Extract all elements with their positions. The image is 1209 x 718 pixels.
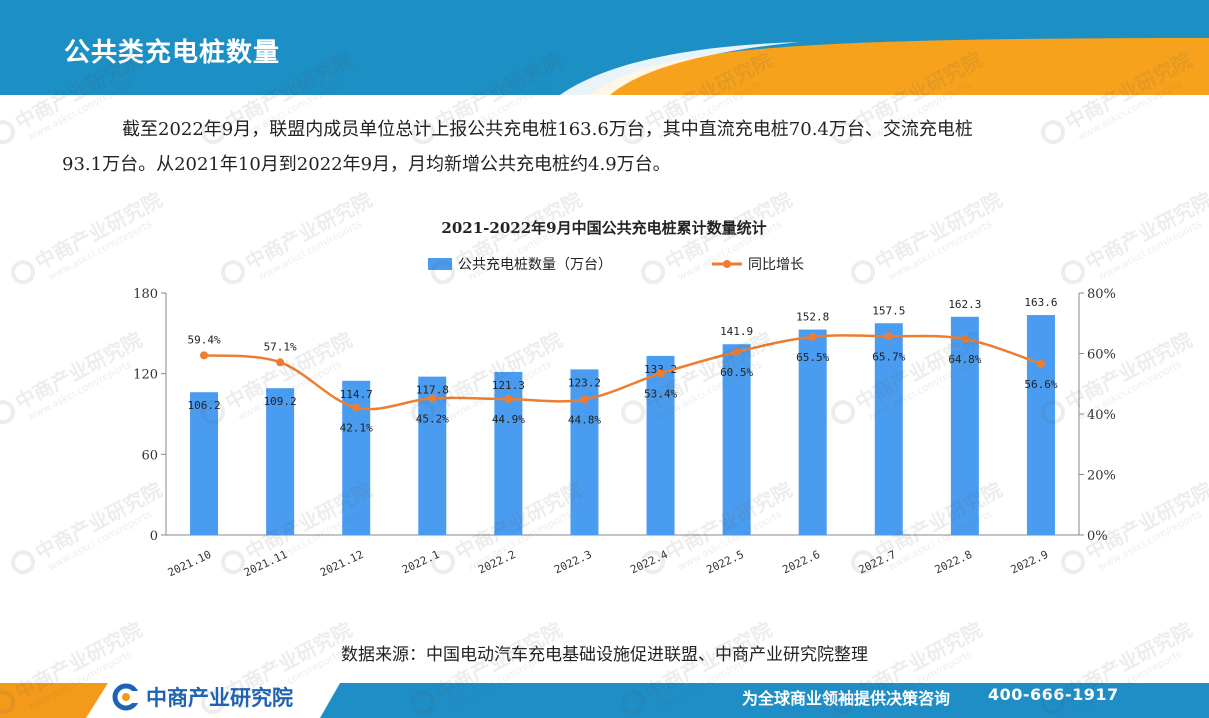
growth-value-label: 44.8% [568, 413, 601, 426]
x-tick-label: 2022.8 [933, 548, 975, 577]
footer-phone: 400-666-1917 [988, 685, 1119, 704]
logo-icon [112, 683, 142, 711]
bar [418, 376, 447, 535]
y-left-tick-label: 0 [150, 529, 158, 544]
page-title: 公共类充电桩数量 [64, 38, 281, 68]
growth-value-label: 59.4% [187, 333, 220, 346]
growth-point [656, 369, 665, 378]
bar [798, 329, 827, 535]
bar-value-label: 123.2 [568, 376, 601, 389]
growth-point [504, 395, 513, 404]
x-tick-label: 2022.3 [552, 548, 594, 577]
bar [646, 355, 675, 535]
y-right-tick-label: 40% [1087, 408, 1116, 423]
x-tick-label: 2022.4 [628, 548, 670, 577]
growth-value-label: 42.1% [340, 422, 373, 435]
growth-point [352, 403, 361, 412]
growth-point [580, 395, 589, 404]
bar-value-label: 109.2 [264, 395, 297, 408]
y-right-tick-label: 60% [1087, 348, 1116, 363]
growth-value-label: 57.1% [264, 340, 297, 353]
growth-value-label: 64.8% [948, 353, 981, 366]
watermark-logo-icon [0, 120, 16, 145]
bar [950, 316, 979, 535]
intro-paragraph: 截至2022年9月，联盟内成员单位总计上报公共充电桩163.6万台，其中直流充电… [62, 112, 1152, 182]
y-right-tick-label: 0% [1087, 529, 1108, 544]
data-source: 数据来源：中国电动汽车充电基础设施促进联盟、中商产业研究院整理 [341, 645, 868, 665]
x-tick-label: 2021.12 [318, 548, 366, 579]
bar-value-label: 117.8 [416, 384, 449, 397]
footer-background [0, 683, 1209, 718]
bar [722, 344, 751, 535]
bar-value-label: 152.8 [796, 311, 829, 324]
intro-line-1: 截至2022年9月，联盟内成员单位总计上报公共充电桩163.6万台，其中直流充电… [92, 112, 1152, 147]
bar-value-label: 106.2 [187, 399, 220, 412]
bar [266, 388, 295, 535]
bar-value-label: 133.2 [644, 363, 677, 376]
growth-point [732, 347, 741, 356]
growth-value-label: 65.5% [796, 351, 829, 364]
bar [190, 392, 219, 535]
growth-point [808, 332, 817, 341]
bar-value-label: 163.6 [1024, 296, 1057, 309]
bar [874, 323, 903, 535]
x-tick-label: 2022.6 [780, 548, 822, 577]
legend-label-line: 同比增长 [748, 257, 804, 273]
growth-point [960, 334, 969, 343]
intro-line-2: 93.1万台。从2021年10月到2022年9月，月均新增公共充电桩约4.9万台… [62, 154, 671, 175]
x-tick-label: 2021.10 [166, 548, 214, 579]
bar-value-label: 157.5 [872, 304, 905, 317]
footer-slogan: 为全球商业领袖提供决策咨询 [742, 689, 951, 708]
x-tick-label: 2022.1 [400, 548, 442, 577]
bar-value-label: 141.9 [720, 325, 753, 338]
y-right-tick-label: 20% [1087, 469, 1116, 484]
growth-value-label: 56.6% [1024, 378, 1057, 391]
bar [570, 369, 599, 535]
intro-line-1-text: 截至2022年9月，联盟内成员单位总计上报公共充电桩163.6万台，其中直流充电… [122, 119, 973, 140]
bar-value-label: 114.7 [340, 388, 373, 401]
header-banner: 公共类充电桩数量 [0, 0, 1209, 95]
x-tick-label: 2021.11 [242, 548, 290, 579]
x-tick-label: 2022.2 [476, 548, 518, 577]
chart-container: 2021-2022年9月中国公共充电桩累计数量统计公共充电桩数量（万台） 同比增长… [0, 205, 1209, 605]
growth-point [884, 332, 893, 341]
x-tick-label: 2022.9 [1009, 548, 1051, 577]
footer-banner [0, 680, 1209, 718]
growth-value-label: 45.2% [416, 412, 449, 425]
growth-value-label: 44.9% [492, 413, 525, 426]
header-background [0, 0, 1209, 95]
growth-line [203, 334, 1042, 411]
x-tick-label: 2022.7 [857, 548, 899, 577]
growth-point [276, 358, 285, 367]
bar [1026, 315, 1055, 535]
growth-point [428, 394, 437, 403]
x-tick-label: 2022.5 [704, 548, 746, 577]
bar-value-label: 121.3 [492, 379, 525, 392]
legend-swatch-bars [428, 258, 452, 270]
bar-value-label: 162.3 [948, 298, 981, 311]
logo-text: 中商产业研究院 [146, 686, 293, 710]
y-right-tick-label: 80% [1087, 287, 1116, 302]
growth-point [200, 351, 209, 360]
legend-label-bars: 公共充电桩数量（万台） [458, 256, 612, 273]
growth-value-label: 53.4% [644, 387, 677, 400]
growth-value-label: 65.7% [872, 350, 905, 363]
chart-title: 2021-2022年9月中国公共充电桩累计数量统计 [441, 219, 766, 237]
y-left-tick-label: 180 [133, 287, 158, 302]
legend-marker-line [723, 260, 731, 268]
y-left-tick-label: 120 [133, 368, 158, 383]
y-left-tick-label: 60 [141, 448, 158, 463]
growth-point [1036, 359, 1045, 368]
growth-value-label: 60.5% [720, 366, 753, 379]
